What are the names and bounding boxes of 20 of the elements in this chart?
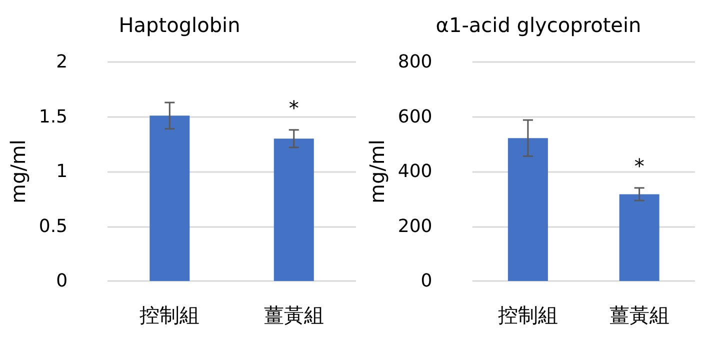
x-tick-label: 控制組 bbox=[498, 303, 558, 327]
annotation: * bbox=[634, 154, 644, 178]
x-tick-label: 控制組 bbox=[140, 303, 200, 327]
x-tick-label: 薑黃組 bbox=[609, 303, 670, 327]
chart-title: Haptoglobin bbox=[118, 13, 240, 37]
y-axis-title: mg/ml bbox=[365, 140, 389, 204]
y-tick-label: 800 bbox=[398, 52, 432, 72]
y-tick-label: 0.5 bbox=[38, 216, 68, 237]
y-tick-label: 600 bbox=[398, 106, 432, 128]
y-tick-label: 400 bbox=[398, 161, 432, 182]
y-tick-label: 2 bbox=[56, 52, 68, 72]
y-tick-label: 0 bbox=[420, 270, 432, 292]
x-tick-label: 薑黃組 bbox=[264, 303, 324, 327]
y-axis-title: mg/ml bbox=[6, 140, 30, 204]
annotation: * bbox=[288, 96, 299, 120]
y-tick-label: 0 bbox=[56, 270, 68, 292]
y-tick-label: 1.5 bbox=[38, 106, 68, 128]
y-tick-label: 200 bbox=[398, 216, 432, 237]
chart-title: α1-acid glycoprotein bbox=[436, 13, 642, 37]
y-tick-label: 1 bbox=[56, 161, 68, 182]
